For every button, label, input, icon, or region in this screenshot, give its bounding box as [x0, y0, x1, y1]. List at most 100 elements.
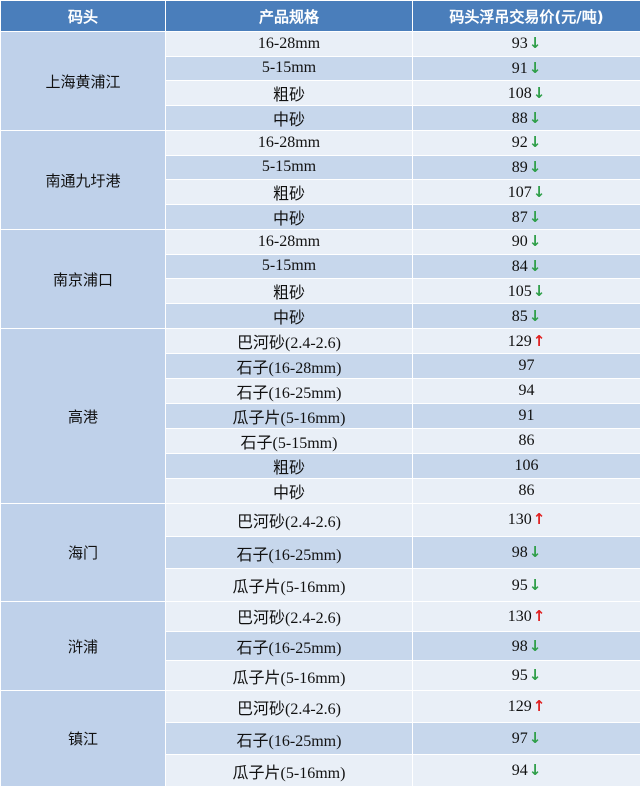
- price: 87: [512, 209, 528, 226]
- price-cell: 95↓: [413, 661, 640, 691]
- trend-arrow: ↓: [529, 543, 542, 561]
- trend-arrow: ↓: [529, 761, 542, 779]
- trend-arrow: ↓: [529, 637, 542, 655]
- price: 92: [512, 134, 528, 151]
- price-cell: 92↓: [413, 131, 640, 156]
- spec-cell: 5-15mm: [166, 155, 413, 180]
- price-cell: 86: [413, 429, 640, 454]
- trend-arrow: ↓: [529, 307, 542, 325]
- price-cell: 85↓: [413, 304, 640, 329]
- price-cell: 86: [413, 479, 640, 504]
- trend-arrow: ↓: [529, 133, 542, 151]
- spec-cell: 16-28mm: [166, 230, 413, 255]
- port-cell: 海门: [1, 504, 166, 602]
- price: 97: [512, 730, 528, 747]
- trend-arrow: ↓: [529, 257, 542, 275]
- spec-cell: 16-28mm: [166, 32, 413, 57]
- price: 89: [512, 159, 528, 176]
- trend-arrow: ↑: [533, 510, 546, 528]
- price: 91: [519, 407, 535, 424]
- price: 90: [512, 233, 528, 250]
- spec-cell: 中砂: [166, 479, 413, 504]
- spec-cell: 中砂: [166, 106, 413, 131]
- price-cell: 97↓: [413, 723, 640, 755]
- price-cell: 93↓: [413, 32, 640, 57]
- price-cell: 90↓: [413, 230, 640, 255]
- spec-cell: 巴河砂(2.4-2.6): [166, 504, 413, 537]
- price-cell: 91: [413, 404, 640, 429]
- price: 88: [512, 110, 528, 127]
- price: 85: [512, 308, 528, 325]
- trend-arrow: ↓: [529, 729, 542, 747]
- price: 86: [519, 432, 535, 449]
- spec-cell: 粗砂: [166, 180, 413, 205]
- price: 129: [508, 333, 532, 350]
- price: 91: [512, 60, 528, 77]
- price: 106: [515, 457, 539, 474]
- price-cell: 95↓: [413, 569, 640, 602]
- spec-cell: 石子(16-25mm): [166, 723, 413, 755]
- table-row: 浒浦巴河砂(2.4-2.6)130↑: [1, 602, 640, 632]
- spec-cell: 巴河砂(2.4-2.6): [166, 602, 413, 632]
- price-cell: 87↓: [413, 205, 640, 230]
- trend-arrow: ↓: [529, 576, 542, 594]
- port-cell: 镇江: [1, 691, 166, 787]
- trend-arrow: ↑: [533, 332, 546, 350]
- price-cell: 94: [413, 379, 640, 404]
- spec-cell: 粗砂: [166, 279, 413, 304]
- trend-arrow: ↓: [533, 282, 546, 300]
- trend-arrow: ↓: [529, 59, 542, 77]
- price: 98: [512, 638, 528, 655]
- trend-arrow: ↓: [529, 109, 542, 127]
- spec-cell: 16-28mm: [166, 131, 413, 156]
- price: 95: [512, 667, 528, 684]
- trend-arrow: ↓: [533, 183, 546, 201]
- spec-cell: 巴河砂(2.4-2.6): [166, 329, 413, 354]
- price-cell: 105↓: [413, 279, 640, 304]
- price-cell: 98↓: [413, 536, 640, 569]
- price: 129: [508, 698, 532, 715]
- price-cell: 129↑: [413, 329, 640, 354]
- spec-cell: 石子(16-25mm): [166, 379, 413, 404]
- price-cell: 88↓: [413, 106, 640, 131]
- trend-arrow: ↑: [533, 697, 546, 715]
- spec-cell: 石子(16-25mm): [166, 631, 413, 661]
- port-cell: 高港: [1, 329, 166, 504]
- trend-arrow: ↓: [533, 84, 546, 102]
- price-cell: 89↓: [413, 155, 640, 180]
- spec-cell: 石子(5-15mm): [166, 429, 413, 454]
- price: 108: [508, 85, 532, 102]
- price: 95: [512, 577, 528, 594]
- spec-cell: 中砂: [166, 205, 413, 230]
- price-cell: 129↑: [413, 691, 640, 723]
- spec-cell: 瓜子片(5-16mm): [166, 569, 413, 602]
- price-cell: 106: [413, 454, 640, 479]
- header-cell: 产品规格: [166, 1, 413, 32]
- spec-cell: 瓜子片(5-16mm): [166, 404, 413, 429]
- price: 105: [508, 283, 532, 300]
- price: 107: [508, 184, 532, 201]
- spec-cell: 中砂: [166, 304, 413, 329]
- spec-cell: 粗砂: [166, 454, 413, 479]
- table-row: 高港巴河砂(2.4-2.6)129↑: [1, 329, 640, 354]
- trend-arrow: ↓: [529, 232, 542, 250]
- header-cell: 码头: [1, 1, 166, 32]
- price: 130: [508, 511, 532, 528]
- port-cell: 南京浦口: [1, 230, 166, 329]
- price-cell: 84↓: [413, 254, 640, 279]
- header-cell: 码头浮吊交易价(元/吨): [413, 1, 640, 32]
- price-cell: 108↓: [413, 81, 640, 106]
- price: 94: [512, 762, 528, 779]
- price-cell: 91↓: [413, 56, 640, 81]
- price: 97: [519, 357, 535, 374]
- header-row: 码头 产品规格 码头浮吊交易价(元/吨): [1, 1, 640, 32]
- trend-arrow: ↓: [529, 34, 542, 52]
- spec-cell: 石子(16-25mm): [166, 536, 413, 569]
- port-cell: 南通九圩港: [1, 131, 166, 230]
- price: 86: [519, 482, 535, 499]
